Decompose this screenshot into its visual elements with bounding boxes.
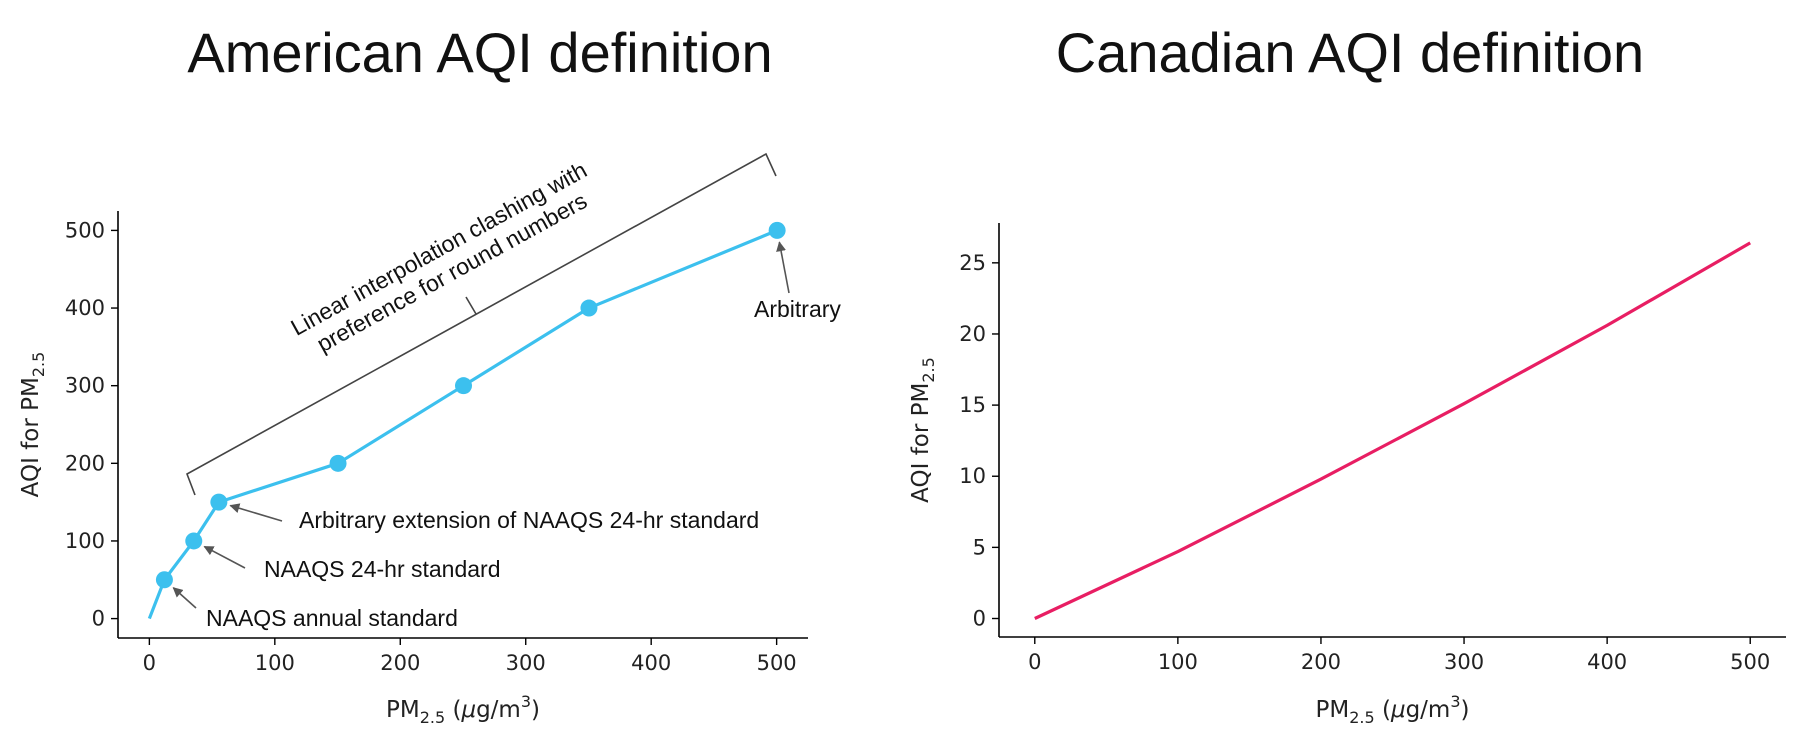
annotation-arbitrary-extension-label: Arbitrary extension of NAAQS 24-hr stand… xyxy=(299,507,759,533)
american-aqi-chart: 0 100 200 300 400 500 0 100 200 300 400 500 PM2.5 (μ… xyxy=(18,152,841,727)
interpolation-bracket xyxy=(186,152,777,496)
left-y-tick-label: 200 xyxy=(65,451,105,475)
left-x-tick-label: 400 xyxy=(631,651,671,675)
left-x-tick-label: 300 xyxy=(506,651,546,675)
left-y-tick-label: 300 xyxy=(65,374,105,398)
interpolation-bracket-label: Linear interpolation clashing withprefer… xyxy=(286,157,604,365)
left-chart-title: American AQI definition xyxy=(187,21,773,84)
left-y-tick-label: 400 xyxy=(65,296,105,320)
right-x-tick-label: 0 xyxy=(1028,650,1041,674)
annotation-naaqs-24hr-label: NAAQS 24-hr standard xyxy=(264,556,501,582)
annotation-arbitrary-extension-arrow xyxy=(229,503,283,522)
right-x-tick-label: 500 xyxy=(1730,650,1770,674)
aqi-series-line xyxy=(1034,241,1751,620)
data-point xyxy=(329,454,347,472)
right-y-tick-label: 10 xyxy=(959,464,986,488)
annotation-naaqs-24hr-arrow xyxy=(203,545,246,569)
right-chart-title: Canadian AQI definition xyxy=(1055,21,1645,84)
right-y-tick-label: 0 xyxy=(973,607,986,631)
left-y-tick-label: 500 xyxy=(65,218,105,242)
left-x-tick-label: 500 xyxy=(757,651,797,675)
data-point xyxy=(768,221,786,239)
left-x-axis-label: PM2.5 (μg/m3) xyxy=(386,692,540,727)
right-x-tick-label: 400 xyxy=(1587,650,1627,674)
left-y-axis-label: AQI for PM2.5 xyxy=(18,352,48,498)
canadian-aqi-chart: 0 100 200 300 400 500 0 5 10 15 20 25 PM2.5 (μg/m3) A… xyxy=(908,223,1786,727)
data-point xyxy=(455,377,473,395)
right-y-tick-label: 5 xyxy=(973,535,986,559)
annotation-arbitrary-label: Arbitrary xyxy=(754,296,841,322)
annotation-naaqs-annual-label: NAAQS annual standard xyxy=(206,605,458,631)
data-point xyxy=(210,493,228,511)
annotation-arbitrary-arrow xyxy=(776,241,790,294)
right-x-tick-label: 300 xyxy=(1444,650,1484,674)
data-point xyxy=(155,571,173,589)
data-point xyxy=(185,532,203,550)
right-x-tick-label: 100 xyxy=(1158,650,1198,674)
right-y-tick-label: 20 xyxy=(959,322,986,346)
left-x-tick-label: 100 xyxy=(255,651,295,675)
right-x-tick-label: 200 xyxy=(1301,650,1341,674)
right-y-axis-label: AQI for PM2.5 xyxy=(908,357,938,503)
right-y-tick-label: 15 xyxy=(959,393,986,417)
interpolation-bracket-tick xyxy=(465,296,477,315)
left-x-tick-label: 200 xyxy=(380,651,420,675)
left-y-tick-label: 100 xyxy=(65,529,105,553)
right-x-axis-label: PM2.5 (μg/m3) xyxy=(1315,692,1469,727)
left-y-tick-label: 0 xyxy=(92,607,105,631)
right-y-tick-label: 25 xyxy=(959,251,986,275)
annotation-naaqs-annual-arrow xyxy=(172,587,197,609)
left-x-tick-label: 0 xyxy=(143,651,156,675)
data-point xyxy=(580,299,598,317)
